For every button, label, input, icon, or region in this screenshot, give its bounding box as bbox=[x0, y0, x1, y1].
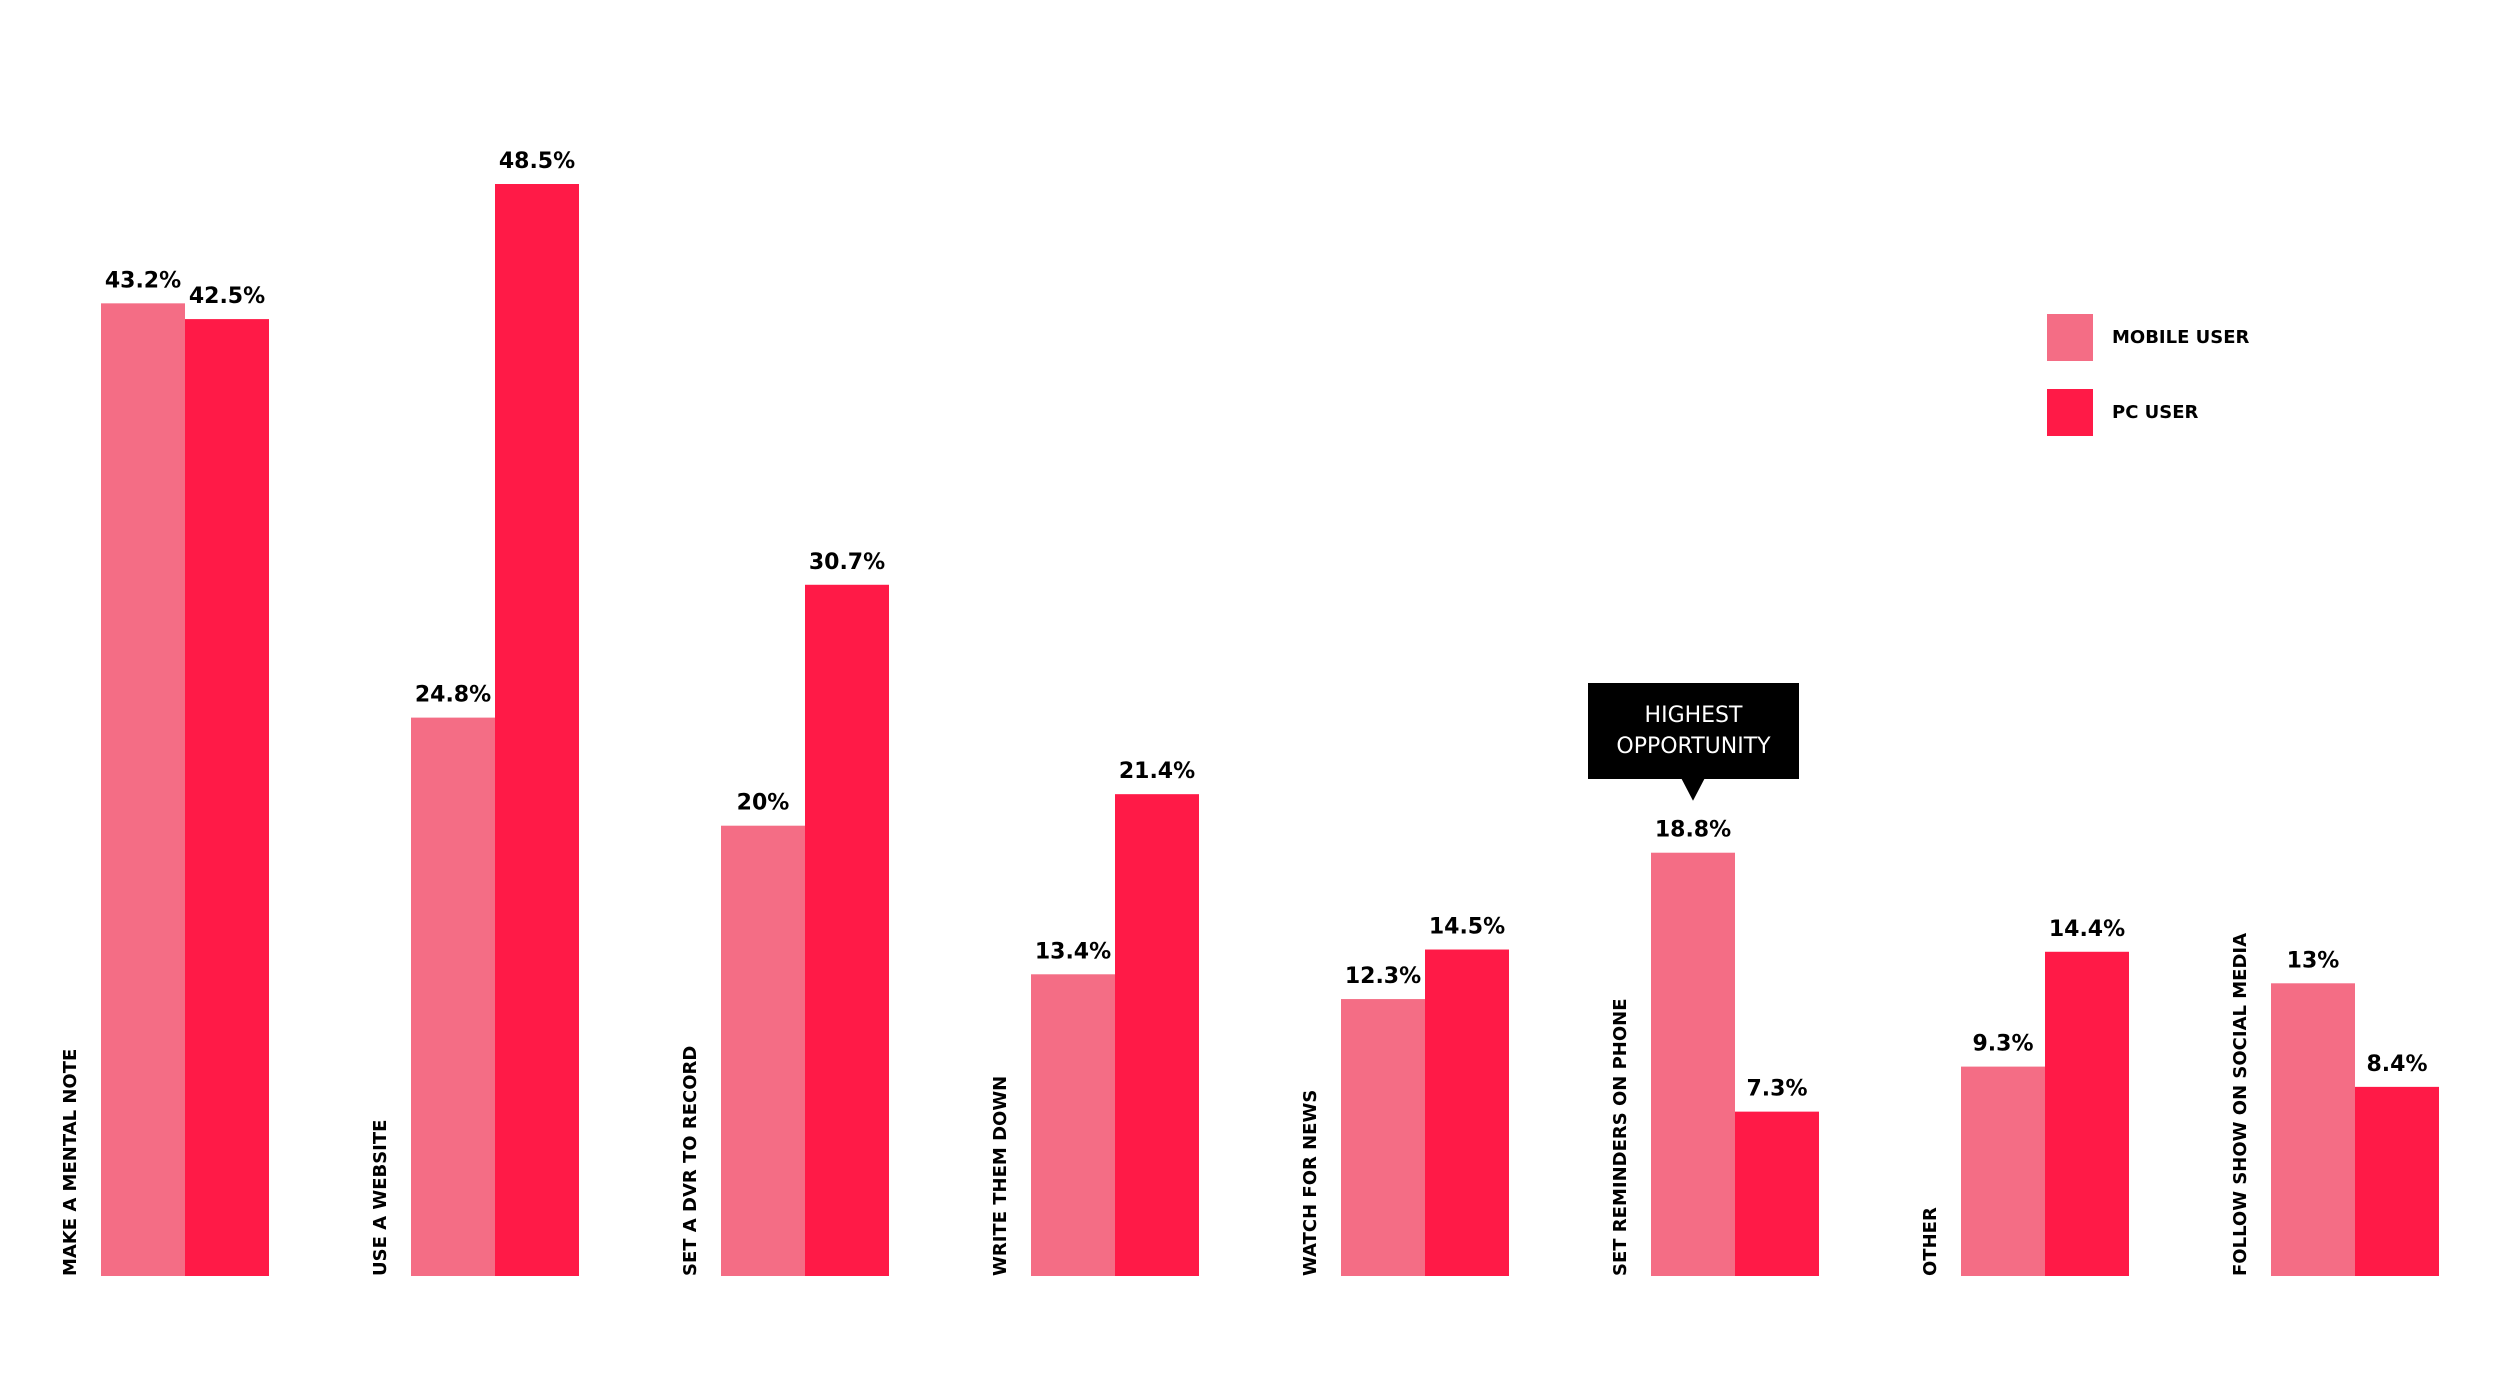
category-label: WATCH FOR NEWS bbox=[1300, 1090, 1321, 1276]
data-label: 24.8% bbox=[415, 683, 491, 708]
bar bbox=[1115, 794, 1199, 1276]
bar bbox=[1735, 1111, 1819, 1276]
bar bbox=[495, 184, 579, 1276]
annotation: HIGHEST OPPORTUNITY bbox=[1588, 682, 1799, 779]
data-label: 13% bbox=[2287, 948, 2340, 973]
bar bbox=[2271, 983, 2355, 1276]
bar bbox=[2355, 1086, 2439, 1276]
category-label: OTHER bbox=[1920, 1207, 1941, 1276]
bar bbox=[1961, 1066, 2045, 1276]
data-label: 12.3% bbox=[1345, 964, 1421, 989]
category-label: SET REMINDERS ON PHONE bbox=[1610, 998, 1631, 1276]
bar bbox=[1425, 949, 1509, 1276]
bar bbox=[721, 825, 805, 1276]
data-label: 20% bbox=[737, 791, 790, 816]
data-label: 14.5% bbox=[1429, 915, 1505, 940]
legend-swatch bbox=[2047, 314, 2093, 361]
category-label: MAKE A MENTAL NOTE bbox=[60, 1049, 81, 1276]
category-label: FOLLOW SHOW ON SOCIAL MEDIA bbox=[2230, 933, 2251, 1276]
data-label: 7.3% bbox=[1746, 1077, 1807, 1102]
bar bbox=[805, 584, 889, 1276]
data-label: 13.4% bbox=[1035, 939, 1111, 964]
legend-label: MOBILE USER bbox=[2112, 327, 2250, 348]
data-label: 9.3% bbox=[1972, 1032, 2033, 1057]
bar bbox=[1341, 999, 1425, 1276]
bar bbox=[1031, 974, 1115, 1276]
bar bbox=[2045, 951, 2129, 1276]
bar bbox=[1651, 852, 1735, 1276]
bar bbox=[185, 319, 269, 1276]
category-label: WRITE THEM DOWN bbox=[990, 1076, 1011, 1276]
data-label: 43.2% bbox=[105, 268, 181, 293]
data-label: 30.7% bbox=[809, 550, 885, 575]
data-label: 18.8% bbox=[1655, 818, 1731, 843]
legend-label: PC USER bbox=[2112, 402, 2199, 423]
data-label: 48.5% bbox=[499, 149, 575, 174]
bar bbox=[411, 717, 495, 1276]
annotation-pointer bbox=[1681, 777, 1705, 801]
data-label: 21.4% bbox=[1119, 759, 1195, 784]
bar bbox=[101, 303, 185, 1276]
category-label: SET A DVR TO RECORD bbox=[680, 1046, 701, 1276]
category-label: USE A WEBSITE bbox=[370, 1120, 391, 1276]
data-label: 8.4% bbox=[2366, 1052, 2427, 1077]
legend-swatch bbox=[2047, 389, 2093, 436]
data-label: 42.5% bbox=[189, 284, 265, 309]
data-label: 14.4% bbox=[2049, 917, 2125, 942]
